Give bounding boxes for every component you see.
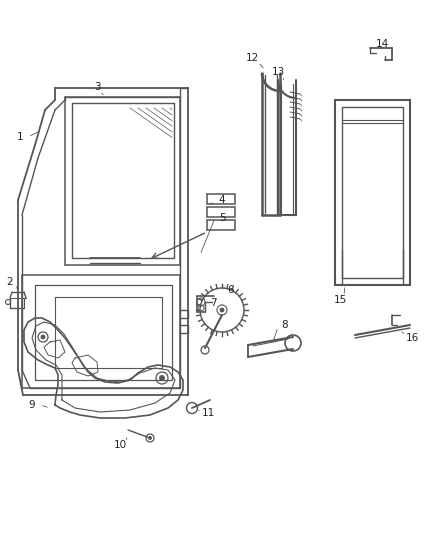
Bar: [335, 100, 410, 285]
Text: 12: 12: [245, 53, 258, 63]
Circle shape: [220, 308, 224, 312]
Text: 15: 15: [333, 295, 346, 305]
Text: 7: 7: [210, 298, 216, 308]
Bar: [342, 107, 403, 278]
Bar: [207, 207, 235, 217]
Text: 13: 13: [272, 67, 285, 77]
Text: 10: 10: [113, 440, 127, 450]
Bar: [207, 194, 235, 204]
Circle shape: [148, 437, 152, 440]
Circle shape: [159, 376, 165, 381]
Text: 2: 2: [7, 277, 13, 287]
Text: 4: 4: [219, 195, 225, 205]
Text: 1: 1: [17, 132, 23, 142]
Text: 5: 5: [219, 213, 225, 223]
Text: 11: 11: [201, 408, 215, 418]
Text: 9: 9: [28, 400, 35, 410]
Text: 3: 3: [94, 82, 100, 92]
Text: 8: 8: [282, 320, 288, 330]
Circle shape: [41, 335, 45, 339]
Bar: [207, 220, 235, 230]
Text: 14: 14: [375, 39, 389, 49]
Text: 16: 16: [406, 333, 419, 343]
Text: 6: 6: [228, 285, 234, 295]
